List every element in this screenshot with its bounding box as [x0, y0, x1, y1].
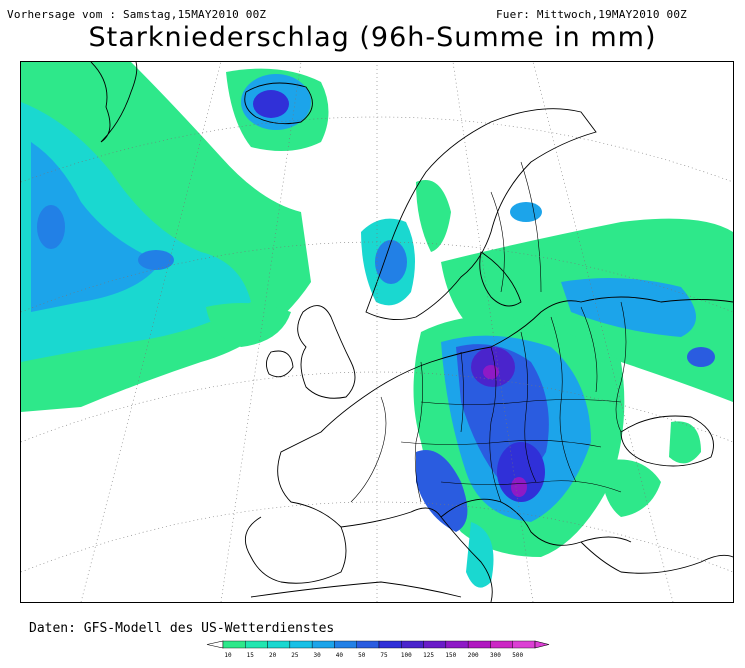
legend-swatch — [289, 640, 313, 649]
data-source-label: Daten: GFS-Modell des US-Wetterdienstes — [29, 621, 335, 636]
precipitation-map — [20, 61, 734, 603]
legend-swatch — [311, 640, 335, 649]
legend-tick-label: 150 — [445, 652, 456, 659]
legend-swatch — [512, 640, 536, 649]
legend-swatch — [245, 640, 268, 649]
forecast-issued-label: Vorhersage vom : Samstag,15MAY2010 00Z — [7, 8, 267, 21]
legend-tick-label: 25 — [291, 652, 299, 659]
legend-swatch — [467, 640, 491, 649]
legend-swatch — [267, 640, 291, 649]
forecast-valid-label: Fuer: Mittwoch,19MAY2010 00Z — [495, 8, 687, 21]
map-canvas — [21, 62, 733, 602]
legend-swatch — [378, 640, 402, 649]
legend-tick-label: 20 — [269, 652, 277, 659]
legend-arrow-low — [206, 640, 224, 649]
legend-tick-label: 100 — [401, 652, 412, 659]
legend-tick-label: 125 — [423, 652, 434, 659]
precip-area-atlantic-inner — [31, 142, 161, 312]
precipitation-fields — [21, 62, 733, 588]
graticule — [21, 62, 733, 602]
legend-swatch — [490, 640, 513, 649]
legend-tick-label: 500 — [512, 652, 523, 659]
legend-swatch — [401, 640, 424, 649]
legend-swatch — [222, 640, 246, 649]
legend-swatch — [423, 640, 447, 649]
legend-colorbar: 10 15 20 25 30 40 50 75 100 125 150 200 300 500 — [206, 640, 550, 659]
legend-tick-label: 50 — [358, 652, 366, 659]
legend-tick-label: 200 — [468, 652, 479, 659]
country-borders — [350, 161, 627, 503]
legend-swatch — [334, 640, 357, 649]
legend-tick-label: 30 — [314, 652, 322, 659]
legend-tick-label: 10 — [224, 652, 232, 659]
legend-arrow-high — [534, 640, 550, 649]
legend-swatch — [445, 640, 469, 649]
legend-tick-label: 300 — [490, 652, 501, 659]
legend-tick-label: 40 — [336, 652, 344, 659]
color-legend: 10 15 20 25 30 40 50 75 100 125 150 200 300 500 — [205, 639, 550, 661]
legend-tick-label: 75 — [380, 652, 388, 659]
legend-tick-label: 15 — [247, 652, 255, 659]
coastlines — [90, 62, 733, 602]
legend-swatch — [356, 640, 380, 649]
map-title: Starkniederschlag (96h-Summe in mm) — [88, 22, 657, 53]
